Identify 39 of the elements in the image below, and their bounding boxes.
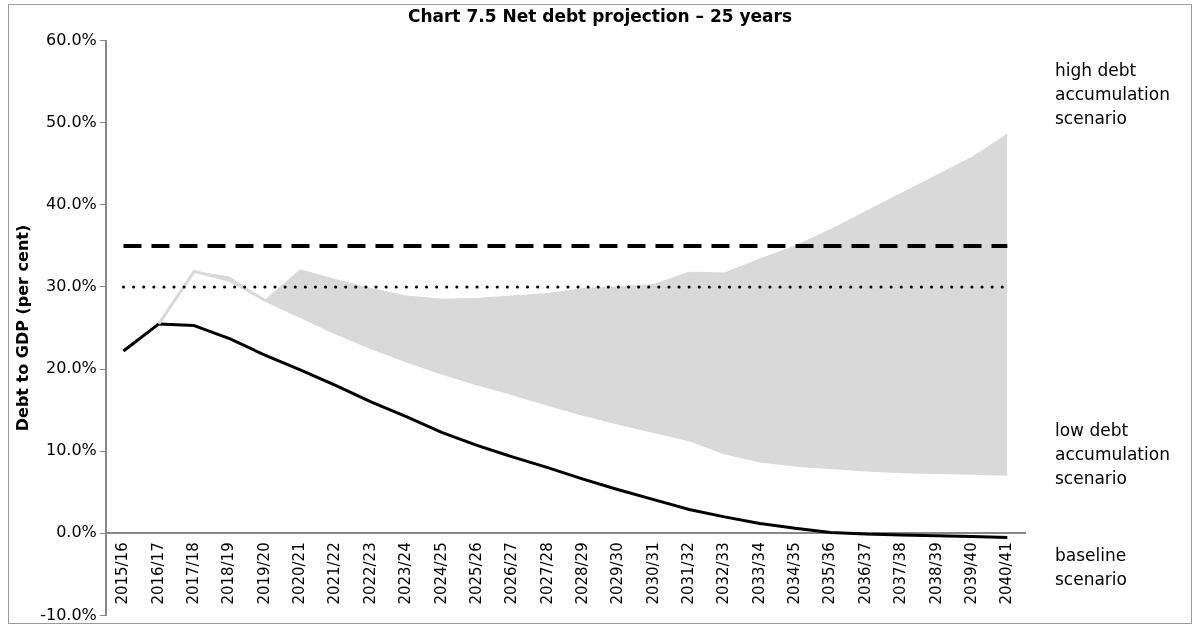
x-tick-label: 2040/41 bbox=[997, 542, 1016, 605]
y-tick-label: 60.0% bbox=[45, 29, 97, 49]
x-tick-label: 2030/31 bbox=[643, 542, 662, 605]
x-tick-label: 2017/18 bbox=[184, 542, 203, 605]
text: high debt accumulation scenario bbox=[1055, 60, 1170, 129]
x-tick-label: 2025/26 bbox=[466, 542, 485, 605]
y-tick-label: -10.0% bbox=[40, 604, 97, 624]
x-tick-label: 2029/30 bbox=[608, 542, 627, 605]
x-tick-label: 2034/35 bbox=[785, 542, 804, 605]
x-tick-label: 2035/36 bbox=[820, 542, 839, 605]
text: baseline scenario bbox=[1055, 545, 1127, 590]
x-tick-label: 2022/23 bbox=[360, 542, 379, 605]
x-tick-label: 2023/24 bbox=[396, 542, 415, 605]
x-tick-label: 2037/38 bbox=[891, 542, 910, 605]
x-tick-label: 2039/40 bbox=[961, 542, 980, 605]
y-tick-label: 30.0% bbox=[45, 276, 97, 296]
x-tick-label: 2031/32 bbox=[679, 542, 698, 605]
x-tick-label: 2028/29 bbox=[572, 542, 591, 605]
x-tick-label: 2032/33 bbox=[714, 542, 733, 605]
x-tick-label: 2033/34 bbox=[749, 542, 768, 605]
x-tick-label: 2019/20 bbox=[254, 542, 273, 605]
x-tick-label: 2021/22 bbox=[325, 542, 344, 605]
y-tick-label: 40.0% bbox=[45, 193, 97, 213]
x-tick-label: 2026/27 bbox=[502, 542, 521, 605]
y-tick-label: 50.0% bbox=[45, 111, 97, 131]
x-tick-label: 2024/25 bbox=[431, 542, 450, 605]
x-tick-label: 2038/39 bbox=[926, 542, 945, 605]
x-tick-label: 2027/28 bbox=[537, 542, 556, 605]
chart-title: Chart 7.5 Net debt projection – 25 years bbox=[406, 6, 794, 26]
y-axis-title: Debt to GDP (per cent) bbox=[12, 224, 32, 432]
y-tick-label: 10.0% bbox=[45, 440, 97, 460]
x-tick-label: 2016/17 bbox=[148, 542, 167, 605]
x-tick-label: 2036/37 bbox=[855, 542, 874, 605]
text: low debt accumulation scenario bbox=[1055, 420, 1170, 489]
y-tick-label: 0.0% bbox=[56, 522, 97, 542]
x-tick-label: 2018/19 bbox=[219, 542, 238, 605]
y-tick-label: 20.0% bbox=[45, 358, 97, 378]
x-tick-label: 2020/21 bbox=[290, 542, 309, 605]
x-tick-label: 2015/16 bbox=[113, 542, 132, 605]
